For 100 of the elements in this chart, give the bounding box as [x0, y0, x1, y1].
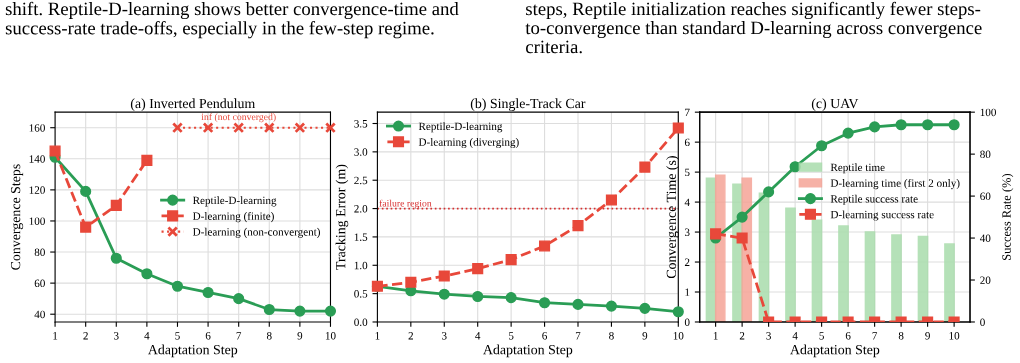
point [736, 232, 748, 244]
point [141, 154, 153, 166]
x-tick-label: 4 [475, 332, 481, 340]
point [438, 288, 450, 300]
y-tick-label: 1.5 [354, 233, 368, 241]
point [672, 122, 684, 134]
x-tick-label: 7 [872, 332, 878, 340]
x-tick-label: 6 [205, 332, 211, 340]
x-axis-title: Adaptation Step [147, 344, 238, 358]
x-tick-label: 7 [236, 332, 242, 340]
y-tick-label: 1 [685, 288, 690, 296]
point [324, 305, 337, 317]
x-tick-label: 3 [442, 332, 447, 340]
y-tick-label: 2 [684, 258, 690, 266]
x-tick-label: 8 [609, 332, 614, 340]
point [895, 119, 907, 131]
x-tick-label: 3 [114, 332, 119, 340]
text: steps, Reptile initialization reaches significantly fewer steps- to-convergence than standard D-learning across convergence criteria. [525, 1, 982, 54]
y-tick-label: 7 [685, 108, 690, 117]
bar [811, 219, 823, 322]
point [505, 254, 517, 266]
point [605, 194, 617, 206]
point [505, 292, 517, 304]
chart-title: (c) UAV [811, 98, 859, 111]
point [202, 286, 214, 299]
x-tick-label: 4 [144, 332, 150, 340]
x-tick-label: 7 [575, 332, 581, 340]
point [294, 305, 306, 317]
y-tick-label: 2.0 [354, 205, 368, 213]
y-tick-label: 140 [29, 155, 45, 163]
bar [917, 235, 929, 322]
bar [838, 225, 849, 322]
x-tick-label: 10 [673, 332, 684, 340]
point [110, 199, 122, 211]
y-tick-label: 3.5 [354, 120, 368, 128]
point [472, 263, 484, 275]
x-tick-label: 6 [542, 332, 548, 340]
y-tick-label: 2.5 [354, 176, 368, 185]
chart-title: (a) Inverted Pendulum [130, 98, 256, 111]
x-axis-title: Adaptation Step [483, 344, 573, 358]
legend-label: D-learning (diverging) [418, 137, 519, 149]
y-tick-label: 6 [684, 138, 690, 147]
y2-axis-title: Success Rate (%) [1001, 173, 1014, 260]
point [736, 211, 748, 223]
point [141, 268, 153, 280]
point [948, 119, 960, 131]
point [710, 228, 722, 240]
legend-label: D-learning (non-convergent) [192, 227, 320, 238]
point [472, 290, 484, 303]
y-tick-label: 120 [29, 186, 45, 194]
bar [714, 174, 726, 322]
x-tick-label: 4 [792, 332, 798, 340]
point [816, 140, 828, 152]
point [572, 220, 584, 232]
point [763, 186, 775, 198]
point [324, 122, 337, 134]
y-tick-label: 40 [34, 310, 45, 319]
x-tick-label: 9 [642, 332, 648, 340]
point [263, 122, 275, 134]
point [171, 280, 184, 292]
y-tick-label: 100 [29, 217, 45, 225]
legend-label: D-learning success rate [830, 210, 934, 221]
y2-tick-label: 40 [979, 234, 991, 243]
legend-label: Reptile-D-learning [418, 122, 503, 133]
bar [864, 231, 876, 322]
y-tick-label: 5 [685, 168, 690, 177]
point [842, 127, 854, 139]
x-tick-label: 10 [325, 332, 336, 340]
y-axis-title: Tracking Error (m) [335, 164, 349, 270]
x-tick-label: 3 [766, 332, 771, 340]
point [605, 300, 617, 312]
y-tick-label: 60 [34, 279, 45, 288]
point [572, 298, 584, 310]
x-tick-label: 9 [297, 332, 303, 340]
x-tick-label: 8 [266, 332, 272, 340]
annotation: inf (not converged) [201, 113, 276, 123]
x-tick-label: 2 [739, 332, 745, 340]
ref-line-label: failure region [379, 199, 432, 209]
x-tick-label: 5 [819, 332, 824, 340]
point [922, 119, 934, 131]
point [672, 306, 684, 318]
point [80, 185, 92, 197]
bar [944, 243, 955, 322]
x-tick-label: 10 [949, 332, 960, 340]
point [405, 276, 417, 288]
point [539, 240, 551, 252]
text: shift. Reptile-D-learning shows better convergence-time and success-rate trade-offs, especially in the few-step regime. [5, 1, 459, 39]
x-tick-label: 9 [925, 332, 930, 340]
legend-label: Reptile success rate [830, 194, 918, 205]
bar [785, 207, 796, 322]
x-axis-title: Adaptation Step [790, 344, 880, 358]
y-axis-title: Convergence Steps [10, 164, 24, 270]
point [869, 121, 881, 133]
y-tick-label: 3.0 [354, 148, 368, 156]
y2-tick-label: 80 [980, 150, 991, 159]
legend-label: Reptile-D-learning [192, 196, 277, 207]
x-tick-label: 2 [408, 332, 413, 340]
point [110, 252, 122, 264]
point [294, 122, 306, 134]
y-tick-label: 3 [684, 228, 690, 237]
